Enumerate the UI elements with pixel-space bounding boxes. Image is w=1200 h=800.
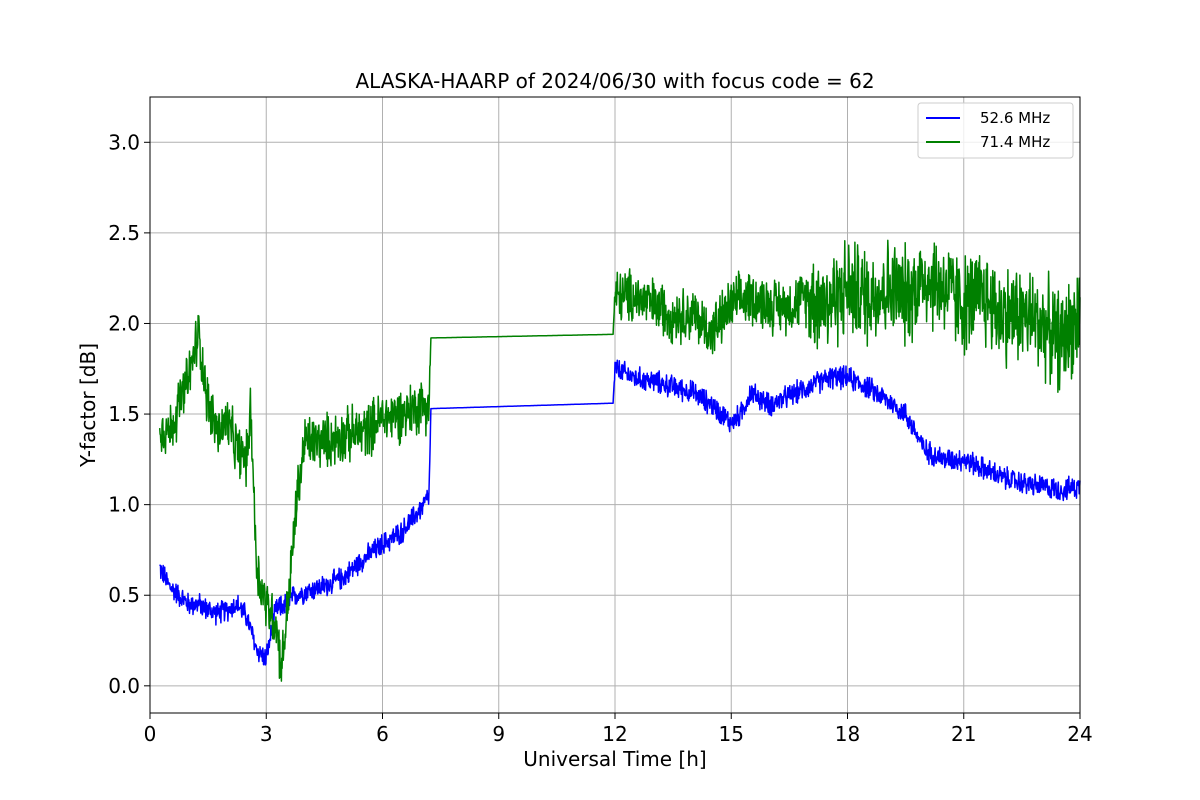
x-tick-label: 3 bbox=[260, 722, 273, 746]
legend-label: 52.6 MHz bbox=[980, 109, 1050, 127]
legend-label: 71.4 MHz bbox=[980, 133, 1050, 151]
y-tick-label: 3.0 bbox=[108, 130, 140, 154]
y-tick-label: 1.5 bbox=[108, 402, 140, 426]
x-axis-label: Universal Time [h] bbox=[523, 747, 706, 771]
series-layer bbox=[158, 239, 1081, 682]
grid bbox=[149, 97, 1081, 713]
legend-box bbox=[917, 102, 1074, 159]
x-tick-label: 12 bbox=[602, 722, 627, 746]
y-tick-label: 2.0 bbox=[108, 311, 140, 335]
x-tick-label: 18 bbox=[835, 722, 860, 746]
x-tick-label: 24 bbox=[1067, 722, 1092, 746]
x-tick-label: 6 bbox=[376, 722, 389, 746]
legend: 52.6 MHz 71.4 MHz bbox=[917, 102, 1074, 159]
x-tick-label: 15 bbox=[719, 722, 744, 746]
x-tick-label: 9 bbox=[492, 722, 505, 746]
y-tick-label: 0.5 bbox=[108, 583, 140, 607]
y-tick-label: 1.0 bbox=[108, 493, 140, 517]
series-line-2 bbox=[158, 239, 1081, 682]
x-tick-label: 21 bbox=[951, 722, 976, 746]
y-tick-label: 0.0 bbox=[108, 674, 140, 698]
ticks: 0 3 6 9 12 15 18 21 24 0.0 0.5 1.0 1.5 2.0 2.5 3.0 bbox=[108, 130, 1093, 746]
series-line-1 bbox=[159, 359, 1081, 666]
y-axis-label: Y-factor [dB] bbox=[76, 343, 100, 468]
x-tick-label: 0 bbox=[144, 722, 157, 746]
chart-title: ALASKA-HAARP of 2024/06/30 with focus co… bbox=[355, 69, 874, 93]
y-tick-label: 2.5 bbox=[108, 221, 140, 245]
